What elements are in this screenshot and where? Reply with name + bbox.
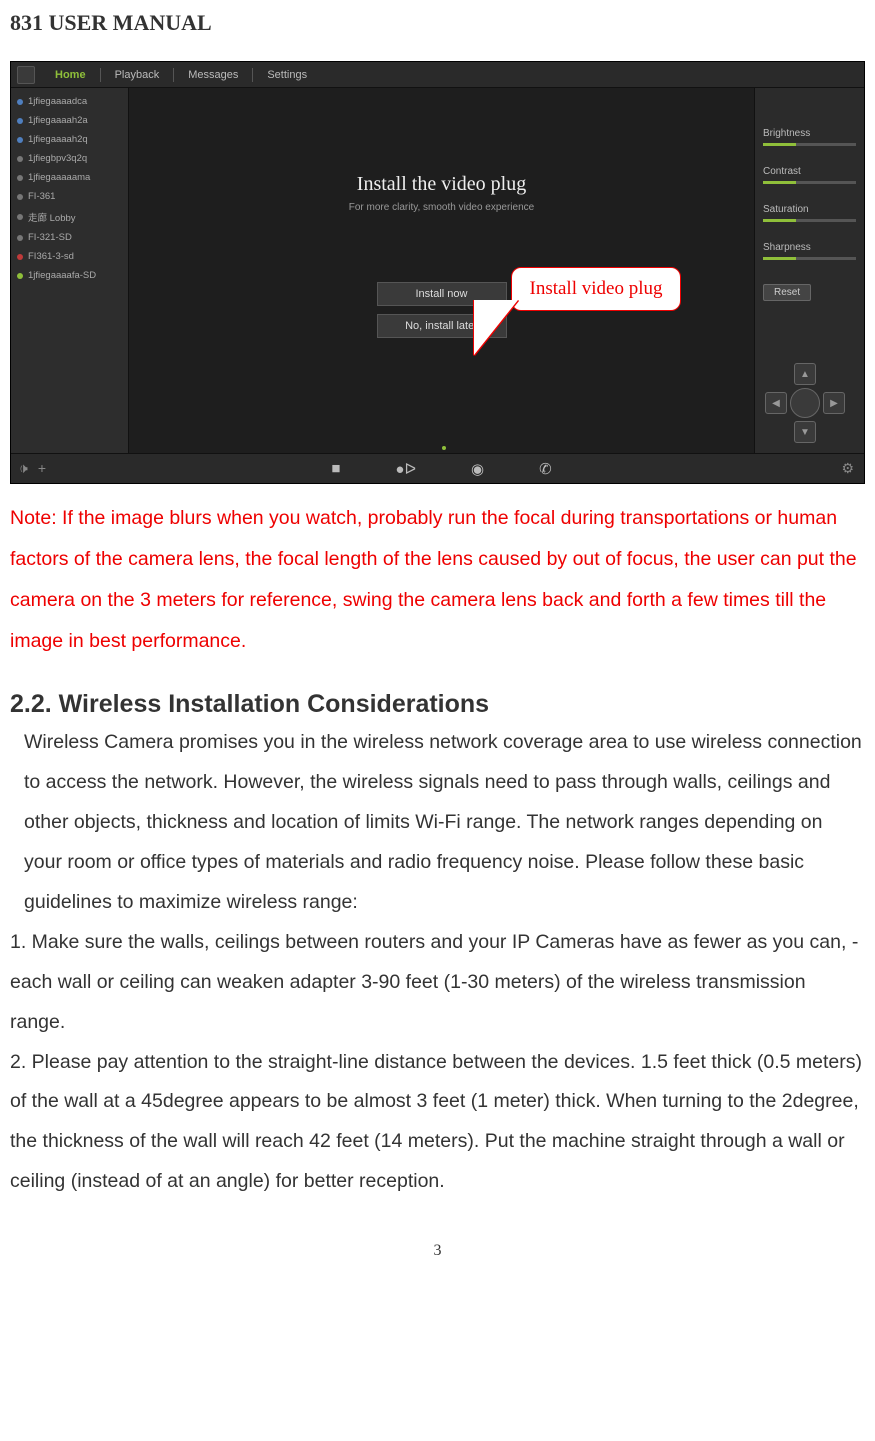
app-screenshot: Home Playback Messages Settings 1jfiegaa… (10, 61, 865, 484)
list-item-1: 1. Make sure the walls, ceilings between… (10, 923, 865, 1043)
settings-icon[interactable]: ⚙ (841, 460, 854, 477)
camera-name: 1jfiegaaaaama (28, 172, 90, 183)
camera-list-item[interactable]: 1jfiegaaaah2a (11, 111, 128, 130)
status-dot (17, 137, 23, 143)
camera-list-item[interactable]: 走廊 Lobby (11, 206, 128, 228)
section-heading: 2.2. Wireless Installation Consideration… (10, 690, 865, 719)
dpad-center[interactable] (790, 388, 820, 418)
camera-list-item[interactable]: 1jfiegaaaah2q (11, 130, 128, 149)
status-dot (17, 254, 23, 260)
document-title: 831 USER MANUAL (10, 10, 865, 36)
ptz-dpad: ▲ ▼ ◀ ▶ (763, 361, 847, 445)
top-nav: Home Playback Messages Settings (11, 62, 864, 88)
adjustments-panel: Brightness Contrast Saturation Sharpness… (754, 88, 864, 453)
saturation-slider[interactable] (763, 219, 856, 222)
status-dot (17, 118, 23, 124)
intro-paragraph: Wireless Camera promises you in the wire… (10, 723, 865, 923)
contrast-label: Contrast (763, 166, 856, 177)
sharpness-label: Sharpness (763, 242, 856, 253)
install-title: Install the video plug (357, 173, 526, 196)
status-dot (17, 156, 23, 162)
camera-name: 1jfiegaaaadca (28, 96, 87, 107)
reset-button[interactable]: Reset (763, 284, 811, 301)
page-number: 3 (10, 1242, 865, 1260)
camera-name: 1jfiegbpv3q2q (28, 153, 87, 164)
stop-icon[interactable]: ■ (331, 460, 340, 478)
status-dot (17, 99, 23, 105)
camera-name: 1jfiegaaaah2a (28, 115, 88, 126)
camera-list-item[interactable]: 1jfiegaaaafa-SD (11, 266, 128, 285)
tab-messages[interactable]: Messages (174, 62, 252, 88)
status-dot (17, 214, 23, 220)
camera-list-item[interactable]: FI361-3-sd (11, 247, 128, 266)
camera-name: 1jfiegaaaah2q (28, 134, 88, 145)
dpad-left[interactable]: ◀ (765, 392, 787, 414)
tab-home[interactable]: Home (41, 62, 100, 88)
camera-name: FI-321-SD (28, 232, 72, 243)
status-dot (17, 235, 23, 241)
status-dot (17, 175, 23, 181)
install-subtitle: For more clarity, smooth video experienc… (349, 202, 534, 213)
saturation-label: Saturation (763, 204, 856, 215)
callout-install-plug: Install video plug (511, 267, 681, 311)
tab-playback[interactable]: Playback (101, 62, 174, 88)
camera-name: 走廊 Lobby (28, 210, 76, 224)
camera-name: FI-361 (28, 191, 55, 202)
dpad-down[interactable]: ▼ (794, 421, 816, 443)
camera-icon[interactable]: ◉ (471, 460, 484, 478)
status-dot (17, 194, 23, 200)
camera-list-item[interactable]: FI-361 (11, 187, 128, 206)
camera-name: 1jfiegaaaafa-SD (28, 270, 96, 281)
brightness-label: Brightness (763, 128, 856, 139)
camera-name: FI361-3-sd (28, 251, 74, 262)
contrast-slider[interactable] (763, 181, 856, 184)
camera-list-item[interactable]: 1jfiegbpv3q2q (11, 149, 128, 168)
tab-settings[interactable]: Settings (253, 62, 321, 88)
bottom-toolbar: 🕩 + ■ ●ᐅ ◉ ✆ ⚙ (11, 453, 864, 483)
phone-icon[interactable]: ✆ (539, 460, 552, 478)
app-menu-icon[interactable] (17, 66, 35, 84)
pager-indicator (442, 446, 446, 450)
list-item-2: 2. Please pay attention to the straight-… (10, 1043, 865, 1203)
camera-list-item[interactable]: 1jfiegaaaadca (11, 92, 128, 111)
record-icon[interactable]: ●ᐅ (395, 460, 416, 478)
camera-list-item[interactable]: FI-321-SD (11, 228, 128, 247)
add-icon[interactable]: + (38, 460, 46, 477)
camera-list-item[interactable]: 1jfiegaaaaama (11, 168, 128, 187)
sharpness-slider[interactable] (763, 257, 856, 260)
dpad-right[interactable]: ▶ (823, 392, 845, 414)
speaker-icon[interactable]: 🕩 (19, 460, 28, 477)
status-dot (17, 273, 23, 279)
camera-sidebar: 1jfiegaaaadca 1jfiegaaaah2a 1jfiegaaaah2q 1… (11, 88, 129, 453)
dpad-up[interactable]: ▲ (794, 363, 816, 385)
note-text: Note: If the image blurs when you watch,… (10, 498, 865, 662)
brightness-slider[interactable] (763, 143, 856, 146)
